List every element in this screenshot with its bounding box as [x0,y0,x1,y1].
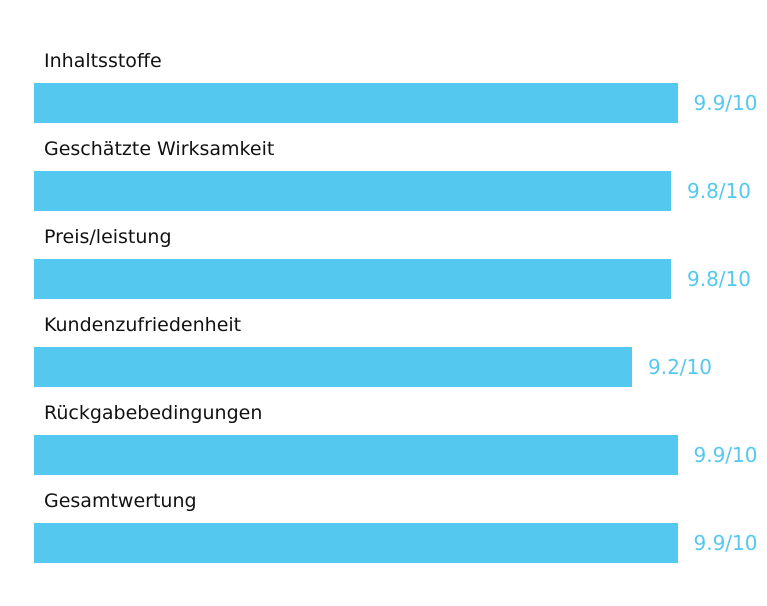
category-label: Rückgabebedingungen [44,402,263,424]
rating-bar [34,171,671,211]
rating-bar [34,259,671,299]
category-label: Gesamtwertung [44,490,197,512]
value-label: 9.8/10 [687,179,751,203]
rating-bar [34,83,678,123]
rating-bar [34,435,678,475]
value-label: 9.9/10 [693,443,758,467]
category-label: Preis/leistung [44,226,172,248]
rating-bar [34,523,678,563]
rating-bar [34,347,632,387]
value-label: 9.9/10 [693,91,758,115]
category-label: Geschätzte Wirksamkeit [44,138,275,160]
value-label: 9.9/10 [693,531,758,555]
category-label: Kundenzufriedenheit [44,314,242,336]
value-label: 9.2/10 [648,355,712,379]
category-label: Inhaltsstoffe [44,50,162,72]
value-label: 9.8/10 [687,267,751,291]
